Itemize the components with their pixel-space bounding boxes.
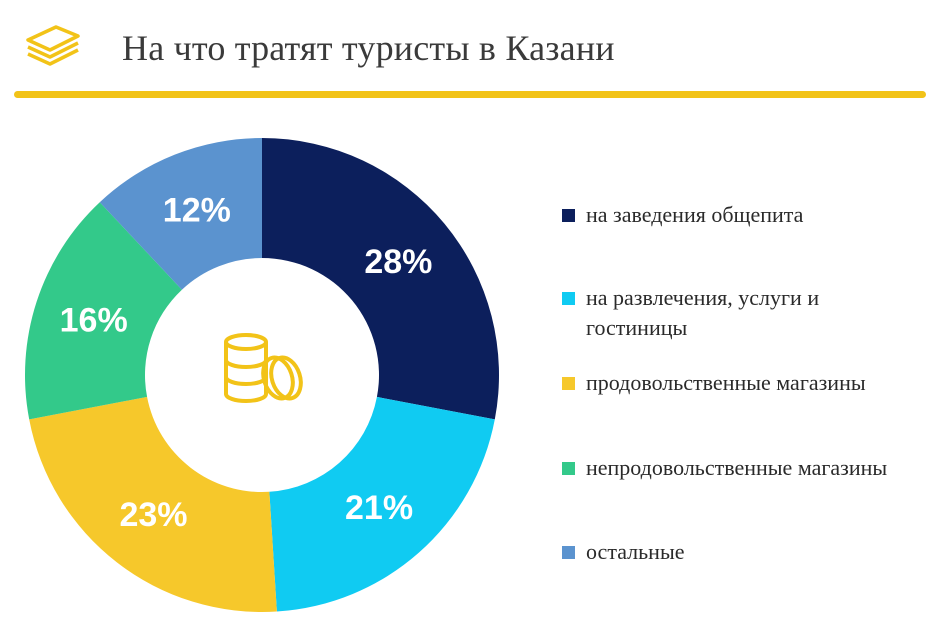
slice-value-label: 28%	[364, 243, 432, 281]
donut-slice	[99, 138, 263, 290]
legend-label: на развлечения, услуги и гостиницы	[586, 285, 820, 340]
slice-value-label: 21%	[345, 489, 413, 527]
donut-chart: 28% 21% 23% 16% 12%	[0, 100, 520, 627]
donut-slice	[29, 396, 277, 612]
title-underline	[14, 91, 926, 98]
money-stack-icon	[26, 25, 80, 66]
legend-swatch	[562, 292, 575, 305]
slice-value-label: 23%	[119, 496, 187, 534]
slice-value-label: 12%	[163, 191, 231, 229]
legend-label: непродовольственные магазины	[586, 455, 888, 480]
donut-slice	[262, 138, 500, 420]
slice-value-label: 16%	[60, 301, 128, 339]
legend-swatch	[562, 546, 575, 559]
donut-slice	[25, 202, 182, 420]
page-title: На что тратят туристы в Казани	[122, 28, 615, 68]
donut-chart-svg: 28% 21% 23% 16% 12%	[25, 138, 500, 612]
legend-label: на заведения общепита	[586, 202, 804, 227]
legend-swatch	[562, 377, 575, 390]
coins-icon	[224, 333, 303, 403]
legend-swatch	[562, 209, 575, 222]
legend-swatch	[562, 462, 575, 475]
legend-label: остальные	[586, 539, 685, 564]
legend-label: продовольственные магазины	[586, 370, 866, 395]
donut-slice	[269, 396, 495, 612]
header: На что тратят туристы в Казани	[0, 0, 940, 100]
